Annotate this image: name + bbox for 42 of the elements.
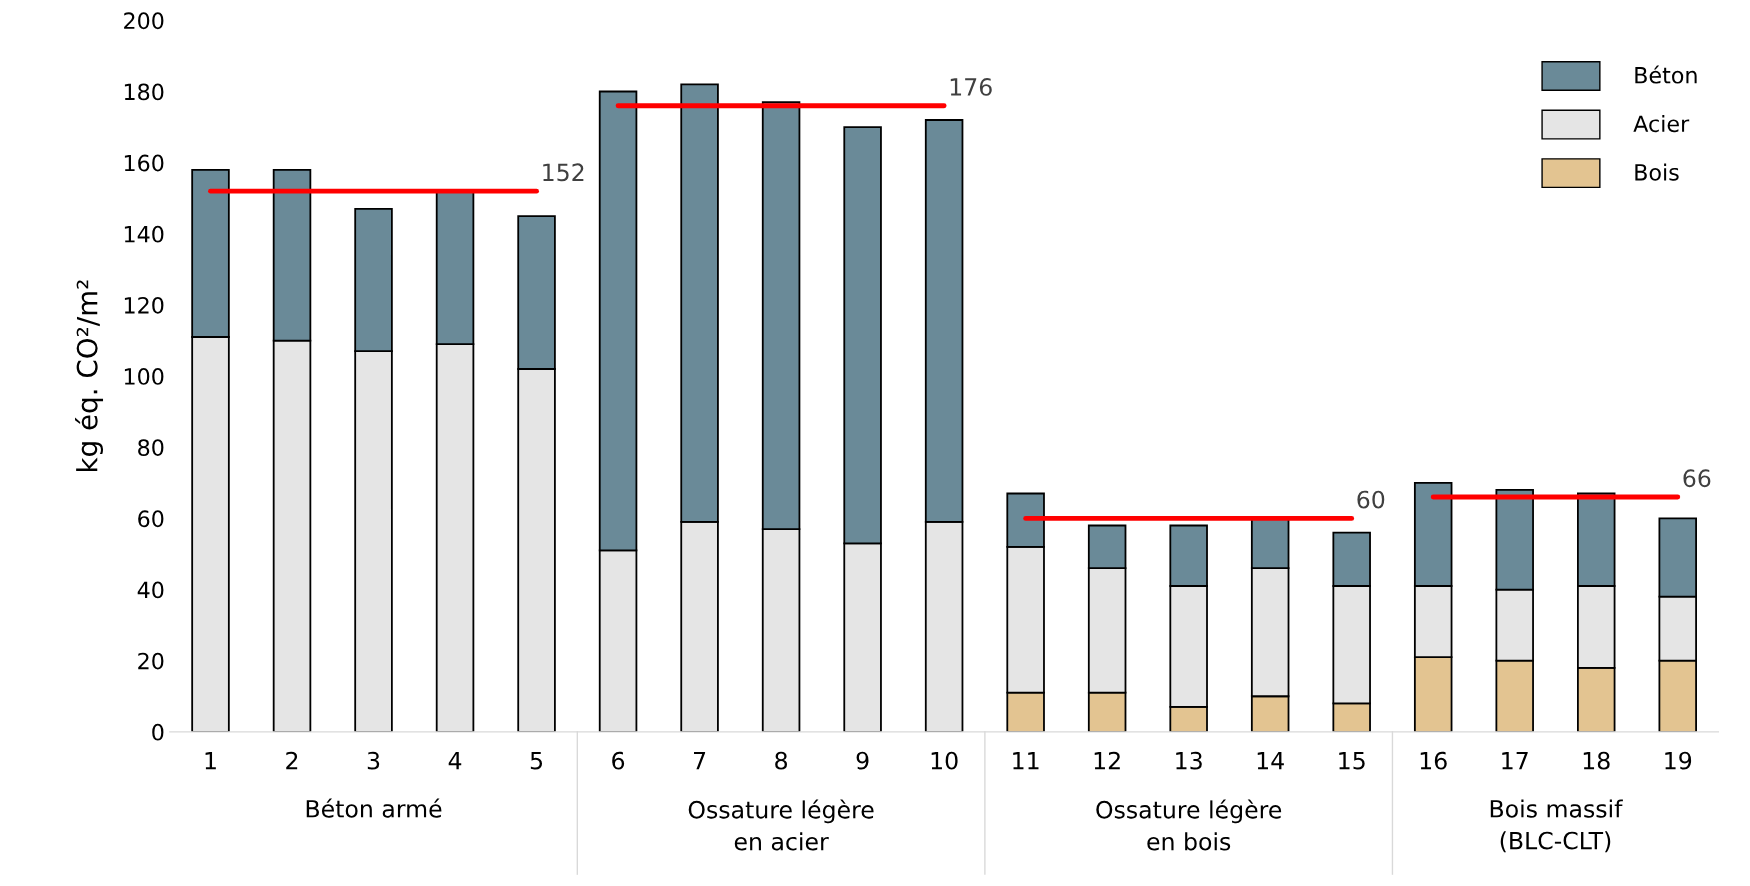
ref-line-label: 66 (1683, 469, 1711, 488)
x-tick-label: 19 (1665, 751, 1692, 770)
x-tick-label: 4 (448, 752, 462, 770)
x-tick-label: 8 (775, 751, 787, 770)
x-tick-label: 14 (1257, 752, 1284, 770)
text: Béton armé (306, 798, 442, 818)
x-tick-label: 3 (367, 751, 380, 770)
y-axis-title: kg éq. CO²/m² (75, 280, 104, 472)
y-tick-label: 140 (124, 225, 164, 243)
y-tick-label: 60 (138, 510, 164, 528)
y-tick-label: 20 (138, 652, 164, 670)
x-tick-label: 18 (1583, 751, 1610, 770)
x-tick-label: 2 (286, 751, 298, 770)
text: Bois massif (BLC-CLT) (1490, 799, 1623, 853)
ref-line-label: 60 (1357, 490, 1385, 509)
text: Ossature légère en bois (1096, 799, 1282, 851)
legend-label: Acier (1633, 114, 1690, 133)
ref-line-label: 152 (543, 163, 584, 182)
x-tick-label: 6 (612, 751, 625, 770)
y-tick-label: 120 (124, 296, 164, 314)
x-tick-label: 17 (1502, 752, 1528, 770)
legend-label: Bois (1635, 163, 1679, 181)
x-tick-label: 16 (1420, 751, 1447, 770)
y-tick-label: 100 (124, 368, 164, 385)
y-tick-label: 80 (138, 439, 164, 457)
x-tick-label: 9 (856, 751, 869, 770)
ref-line-label: 176 (950, 77, 992, 96)
y-tick-label: 180 (124, 83, 164, 101)
x-tick-label: 11 (1013, 752, 1039, 770)
y-tick-label: 0 (152, 723, 164, 741)
x-tick-label: 12 (1094, 751, 1120, 770)
y-tick-label: 160 (124, 154, 164, 172)
x-tick-label: 10 (931, 751, 958, 770)
x-tick-label: 5 (530, 752, 543, 770)
y-tick-label: 40 (137, 581, 164, 599)
x-tick-label: 13 (1176, 751, 1202, 770)
legend-label: Béton (1635, 65, 1697, 84)
x-tick-label: 1 (205, 752, 216, 770)
y-tick-label: 200 (124, 12, 164, 30)
x-tick-label: 7 (694, 752, 706, 770)
text: Ossature légère en acier (688, 799, 874, 851)
x-tick-label: 15 (1339, 752, 1365, 770)
